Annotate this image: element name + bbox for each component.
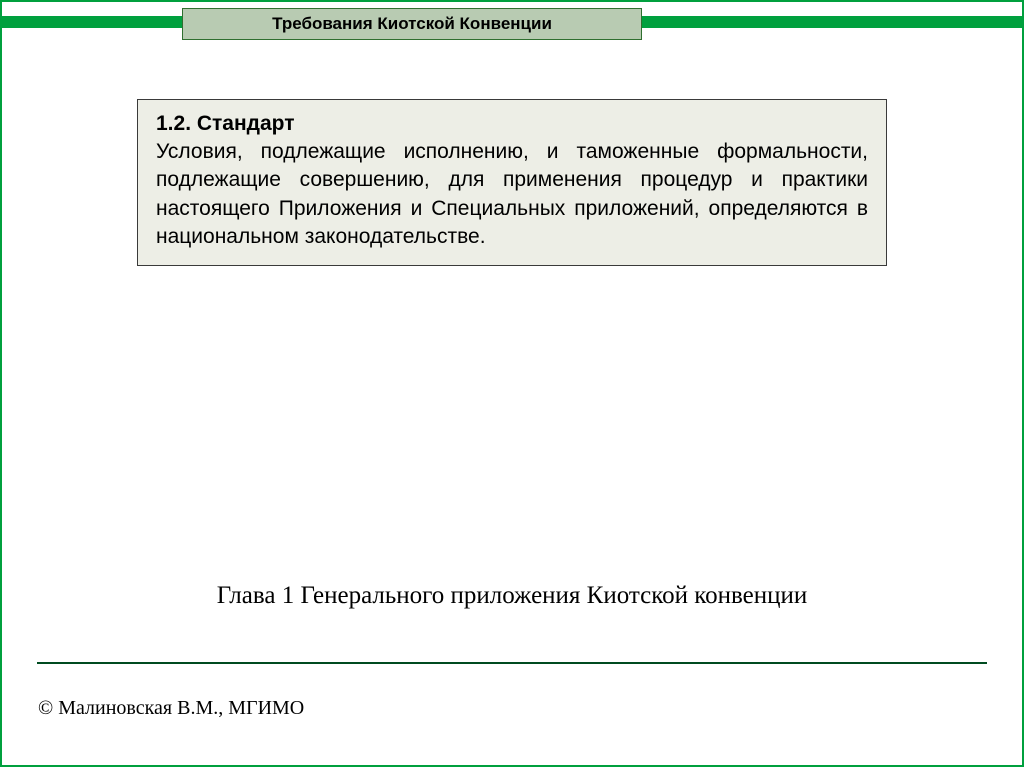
content-box: 1.2. Стандарт Условия, подлежащие исполн… [137,99,887,266]
footer-divider [37,662,987,664]
content-heading: 1.2. Стандарт [156,112,868,136]
title-box: Требования Киотской Конвенции [182,8,642,40]
slide-container: Требования Киотской Конвенции 1.2. Станд… [0,0,1024,767]
chapter-title: Глава 1 Генерального приложения Киотской… [2,582,1022,610]
copyright-footer: © Малиновская В.М., МГИМО [38,697,304,720]
content-body: Условия, подлежащие исполнению, и таможе… [156,138,868,251]
slide-title: Требования Киотской Конвенции [272,14,552,34]
